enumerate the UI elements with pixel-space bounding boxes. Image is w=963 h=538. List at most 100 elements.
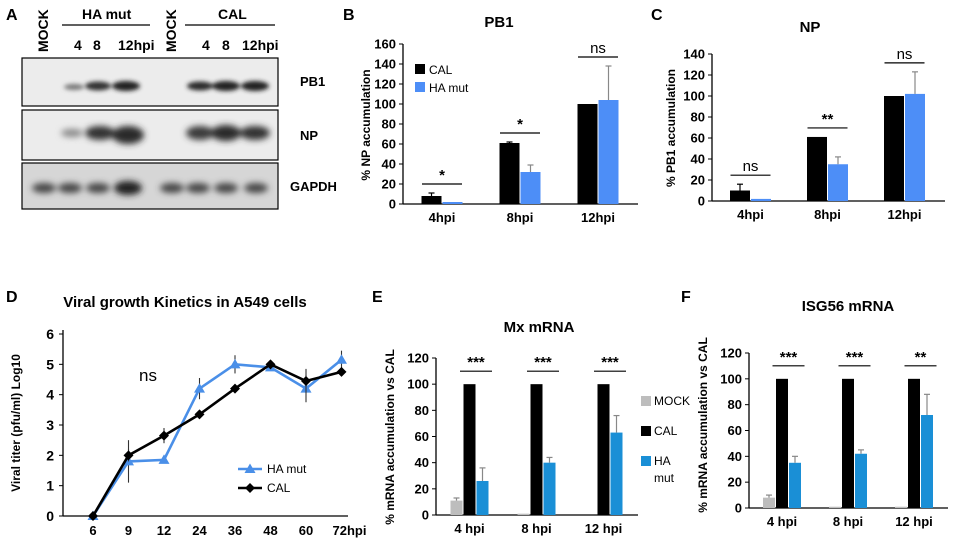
bar-cal [530, 384, 543, 515]
bar-mock [517, 513, 530, 515]
legend-label-cal: CAL [429, 63, 453, 77]
x-tick-label: 4hpi [429, 210, 456, 225]
y-tick-label: 60 [728, 423, 742, 438]
legend-swatch-ha [415, 82, 425, 92]
bar-cal [884, 96, 904, 201]
point-cal [336, 366, 347, 377]
y-tick-label: 2 [46, 447, 54, 463]
blot-time-ha-1: 8 [93, 37, 101, 53]
panel-label-a: A [6, 7, 18, 24]
bar-mock [450, 500, 463, 515]
legend-label-ha: HA [654, 454, 671, 468]
significance-label: *** [534, 354, 552, 371]
y-tick-label: 140 [683, 47, 705, 62]
y-tick-label: 60 [382, 137, 396, 152]
bar-ha-mut [921, 415, 933, 508]
legend-label-cal: CAL [654, 424, 678, 438]
x-tick-label: 4hpi [737, 207, 764, 222]
x-tick-label: 4 hpi [767, 514, 797, 529]
chart-isg56-mrna: ISG56 mRNA % mRNA accumulation vs CAL 0 2… [696, 298, 948, 529]
y-axis-label: % mRNA accumulation vs CAL [383, 349, 397, 525]
blot-time-ha-0: 4 [74, 37, 82, 53]
x-tick-label: 8 hpi [833, 514, 863, 529]
y-tick-label: 40 [691, 152, 705, 167]
bar-cal [577, 104, 598, 204]
point-cal [88, 511, 98, 521]
y-tick-label: 0 [389, 197, 396, 212]
chart-title: NP [800, 19, 821, 36]
bar-ha-mut [828, 164, 848, 201]
y-tick-label: 160 [374, 37, 396, 52]
chart-pb1: PB1 % NP accumulation CAL HA mut 0 20 40 60… [359, 14, 638, 225]
y-tick-label: 80 [691, 110, 705, 125]
y-tick-label: 5 [46, 356, 54, 372]
x-tick-label: 60 [299, 523, 313, 538]
blot-group-cal: CAL [218, 6, 247, 22]
bar-mock [895, 506, 907, 508]
y-tick-label: 80 [415, 403, 429, 418]
bar-cal [421, 196, 442, 204]
panel-label-d: D [6, 289, 18, 306]
y-tick-label: 20 [382, 177, 396, 192]
y-tick-label: 80 [728, 397, 742, 412]
bar-cal [597, 384, 610, 515]
x-tick-label: 12hpi [888, 207, 922, 222]
panel-label-b: B [343, 7, 355, 24]
point-cal [194, 409, 205, 420]
y-axis-label: % mRNA accumulation vs CAL [696, 337, 710, 513]
legend-label-mut: mut [654, 471, 675, 485]
y-tick-label: 0 [46, 508, 54, 524]
y-tick-label: 120 [407, 351, 429, 366]
y-tick-label: 20 [728, 475, 742, 490]
legend-label-cal: CAL [267, 481, 291, 495]
bar-ha-mut [598, 100, 619, 204]
significance-label: ns [743, 158, 759, 175]
x-tick-label: 8hpi [507, 210, 534, 225]
significance-label: * [439, 167, 445, 184]
y-tick-label: 0 [735, 501, 742, 516]
y-tick-label: 100 [407, 377, 429, 392]
y-tick-label: 20 [691, 173, 705, 188]
point-cal [301, 376, 311, 387]
significance-label: ** [822, 111, 834, 128]
x-tick-label: 12 [157, 523, 171, 538]
y-tick-label: 80 [382, 117, 396, 132]
point-ha-mut [229, 358, 241, 369]
y-tick-label: 140 [374, 57, 396, 72]
point-ha-mut [158, 454, 170, 464]
legend-marker-cal [245, 483, 255, 493]
chart-title: ISG56 mRNA [802, 298, 895, 315]
significance-label: *** [467, 354, 485, 371]
x-tick-label: 6 [89, 523, 96, 538]
y-tick-label: 120 [374, 77, 396, 92]
bar-cal [499, 143, 520, 204]
chart-np: NP % PB1 accumulation 0 20 40 60 80 100 120 140… [664, 19, 945, 222]
bar-ha-mut [855, 453, 867, 508]
x-tick-label: 36 [228, 523, 242, 538]
x-tick-label: 12 hpi [585, 521, 623, 536]
bar-cal [776, 378, 788, 508]
x-tick-label: 48 [263, 523, 277, 538]
point-cal [123, 450, 134, 461]
chart-viral-growth: Viral growth Kinetics in A549 cells Vira… [9, 294, 366, 538]
y-tick-label: 6 [46, 326, 54, 342]
blot-mock-right: MOCK [163, 9, 179, 52]
chart-title: PB1 [484, 14, 513, 31]
y-tick-label: 0 [698, 194, 705, 209]
legend-swatch-ha [641, 456, 651, 466]
blot-row-np: NP [300, 128, 318, 143]
x-tick-label: 9 [125, 523, 132, 538]
bar-ha-mut [476, 480, 489, 515]
legend-swatch-mock [641, 396, 651, 406]
y-tick-label: 40 [415, 455, 429, 470]
point-ha-mut [194, 383, 205, 393]
y-tick-label: 60 [415, 429, 429, 444]
x-tick-label: 8hpi [814, 207, 841, 222]
x-tick-label: 4 hpi [454, 521, 484, 536]
significance-label: *** [780, 349, 798, 366]
bar-ha-mut [442, 202, 463, 204]
x-tick-label: 12 hpi [895, 514, 933, 529]
panel-label-e: E [372, 289, 383, 306]
x-tick-label: 24 [192, 523, 207, 538]
